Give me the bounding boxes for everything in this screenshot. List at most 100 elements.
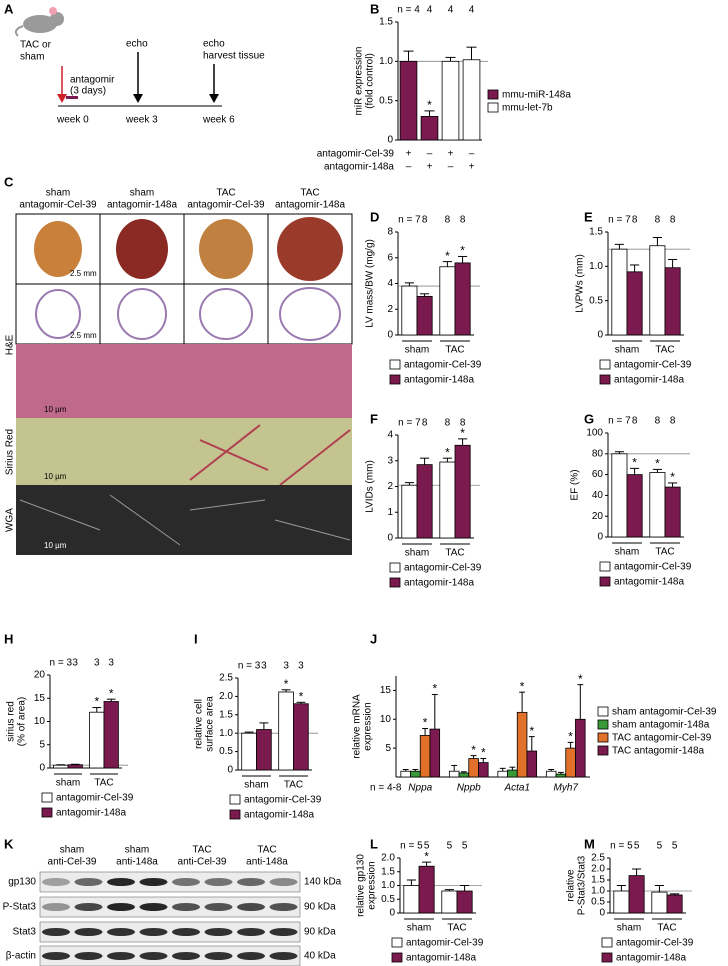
y-tick-label: 0 — [389, 908, 395, 919]
y-tick-label: 1.0 — [379, 56, 393, 67]
legend-label: antagomir-148a — [56, 808, 126, 819]
significance: * — [460, 426, 465, 440]
significance: * — [445, 445, 450, 459]
bar — [256, 729, 272, 771]
column-header: TAC — [192, 845, 211, 856]
blot-band — [139, 903, 168, 911]
panel-letter: H — [4, 631, 13, 646]
n-label: 5 — [424, 841, 430, 852]
treatment-sign: – — [427, 149, 433, 160]
blot-strip — [39, 871, 301, 893]
bar — [651, 891, 668, 914]
y-tick-label: 0.5 — [219, 746, 233, 757]
n-label: 3 — [283, 661, 289, 672]
y-tick-label: 0.5 — [379, 95, 393, 106]
bar — [441, 890, 458, 914]
panel-letter: J — [370, 631, 377, 646]
n-label: 8 — [445, 418, 451, 429]
scale-bar-label: 10 µm — [44, 541, 67, 550]
n-label: 3 — [298, 661, 304, 672]
bar — [278, 691, 294, 771]
panel-letter: E — [584, 209, 593, 224]
n-label: 4 — [448, 5, 454, 16]
blot-band — [237, 878, 265, 886]
blot-band — [172, 952, 200, 960]
bar — [293, 703, 309, 771]
y-tick-label: 40 — [592, 490, 604, 501]
blot-band — [204, 928, 233, 936]
bar — [454, 262, 471, 336]
n-label: 8 — [670, 416, 676, 427]
label: harvest tissue — [203, 51, 265, 62]
blot-band — [107, 903, 135, 911]
y-axis-label: LV mass/BW (mg/g) — [365, 239, 376, 328]
legend-label: TAC antagomir-Cel-39 — [612, 733, 712, 744]
blot-band — [269, 928, 298, 936]
label: TAC or — [20, 40, 52, 51]
panel-letter: I — [194, 631, 198, 646]
blot-band — [172, 903, 200, 911]
significance: * — [520, 679, 525, 693]
n-label: n = 3 — [238, 661, 261, 672]
n-label: 4 — [469, 5, 475, 16]
arrow-head — [133, 94, 143, 103]
n-label: 3 — [72, 658, 78, 669]
bar — [468, 758, 479, 778]
n-label: 8 — [670, 215, 676, 226]
bar — [649, 245, 666, 336]
legend-label: sham antagomir-148a — [612, 720, 710, 731]
bar — [419, 735, 431, 778]
bar — [555, 773, 567, 778]
y-tick-label: 2.5 — [219, 673, 233, 684]
n-label: 8 — [445, 215, 451, 226]
bar — [497, 770, 508, 778]
panel-letter: L — [370, 836, 378, 851]
legend-label: antagomir-Cel-39 — [614, 360, 692, 371]
y-tick-label: 2 — [387, 481, 393, 492]
x-tick-label: Nppb — [457, 783, 481, 794]
scale-bar-label: 10 µm — [44, 472, 67, 481]
y-tick-label: 2 — [387, 304, 393, 315]
row-label: P-Stat3 — [3, 902, 37, 913]
label: (3 days) — [70, 86, 106, 97]
significance: * — [481, 746, 486, 760]
y-tick-label: 0 — [597, 532, 603, 543]
legend-label: antagomir-Cel-39 — [614, 562, 692, 573]
bar — [613, 890, 630, 914]
y-tick-label: 5 — [39, 739, 45, 750]
bar — [664, 486, 681, 538]
chart: B 0 0.5 1.0 1.5 miR expression (fold control) n… — [317, 1, 572, 172]
y-tick-label: 1.0 — [591, 886, 605, 897]
blot-band — [74, 878, 103, 886]
x-tick-label: sham — [405, 345, 429, 356]
panel-letter: C — [4, 174, 14, 189]
section — [199, 288, 253, 340]
panel-letter: A — [4, 1, 14, 16]
x-tick-label: TAC — [655, 547, 674, 558]
panel-letter: G — [584, 411, 594, 426]
legend-swatch — [391, 952, 403, 963]
legend-label: mmu-let-7b — [502, 103, 553, 114]
blot-band — [204, 878, 233, 886]
n-label: 5 — [672, 841, 678, 852]
legend-label: antagomir-Cel-39 — [404, 360, 482, 371]
y-tick-label: 1.5 — [381, 866, 395, 877]
y-axis-label: relative cell — [194, 699, 205, 749]
y-axis-label: P-Stat3/Stat3 — [577, 855, 588, 915]
legend-swatch — [391, 937, 403, 948]
legend-swatch — [601, 937, 613, 948]
legend-swatch — [599, 576, 611, 587]
scale-bar-label: 2.5 mm — [70, 331, 97, 340]
n-label: 8 — [655, 416, 661, 427]
legend-label: antagomir-Cel-39 — [616, 938, 694, 949]
label: antagomir — [70, 75, 115, 86]
n-label: 3 — [261, 661, 267, 672]
n-label: 8 — [460, 418, 466, 429]
y-tick-label: 2.0 — [591, 864, 605, 875]
x-tick-label: sham — [405, 548, 429, 559]
legend-swatch — [599, 359, 611, 370]
blot-band — [204, 903, 233, 911]
row-label: β-actin — [6, 951, 36, 962]
